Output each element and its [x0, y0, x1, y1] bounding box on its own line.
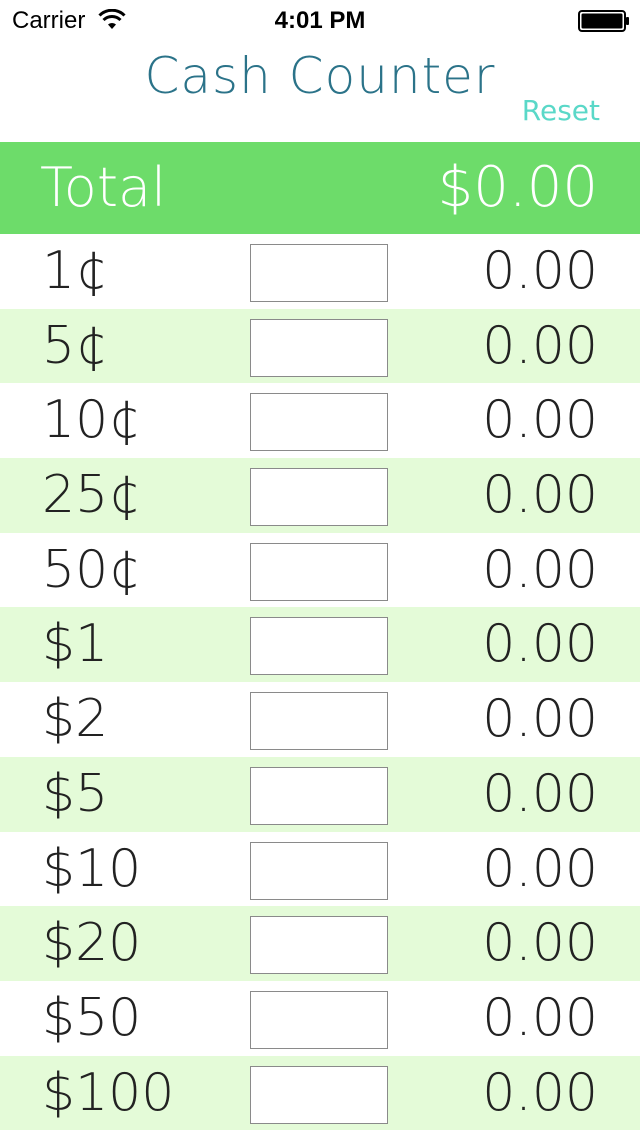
denomination-row: 1¢ 0.00 [0, 234, 640, 309]
row-subtotal: 0.00 [482, 390, 598, 451]
denomination-row: $10 0.00 [0, 831, 640, 907]
count-input[interactable] [250, 393, 388, 452]
count-input[interactable] [250, 318, 388, 377]
denomination-label: 10¢ [42, 390, 142, 451]
count-input[interactable] [250, 244, 388, 302]
reset-button[interactable]: Reset [521, 94, 600, 127]
denomination-label: 50¢ [42, 539, 142, 600]
denomination-row: $50 0.00 [0, 980, 640, 1056]
status-bar: Carrier 4:01 PM [0, 0, 640, 40]
carrier-label: Carrier [12, 7, 86, 34]
denomination-label: $10 [42, 838, 142, 899]
count-input[interactable] [250, 990, 388, 1049]
row-subtotal: 0.00 [482, 614, 598, 675]
denomination-label: 5¢ [42, 315, 109, 376]
page-title: Cash Counter [144, 47, 496, 105]
battery-icon [578, 10, 629, 32]
denomination-row: $5 0.00 [0, 756, 640, 832]
denomination-row: $20 0.00 [0, 906, 640, 981]
total-bar: Total $0.00 [0, 142, 640, 234]
denomination-row: 25¢ 0.00 [0, 458, 640, 533]
row-subtotal: 0.00 [482, 838, 598, 899]
status-time: 4:01 PM [274, 7, 366, 34]
count-input[interactable] [250, 617, 388, 676]
row-subtotal: 0.00 [482, 913, 598, 974]
total-amount: $0.00 [437, 155, 598, 220]
denomination-row: $100 0.00 [0, 1055, 640, 1131]
count-input[interactable] [250, 692, 388, 751]
denomination-row: $2 0.00 [0, 682, 640, 757]
row-subtotal: 0.00 [482, 315, 598, 376]
denomination-label: $1 [42, 614, 109, 675]
denomination-label: 1¢ [42, 241, 109, 301]
count-input[interactable] [250, 916, 388, 975]
count-input[interactable] [250, 468, 388, 527]
denomination-label: $100 [42, 1062, 175, 1123]
row-subtotal: 0.00 [482, 689, 598, 750]
row-subtotal: 0.00 [482, 763, 598, 824]
denomination-label: $2 [42, 689, 109, 750]
row-subtotal: 0.00 [482, 1062, 598, 1123]
row-subtotal: 0.00 [482, 465, 598, 526]
denomination-label: 25¢ [42, 465, 142, 526]
total-label: Total [40, 156, 167, 219]
denomination-row: 50¢ 0.00 [0, 532, 640, 608]
wifi-icon [98, 9, 126, 29]
denomination-row: $1 0.00 [0, 607, 640, 683]
count-input[interactable] [250, 542, 388, 601]
denomination-row: 5¢ 0.00 [0, 308, 640, 384]
count-input[interactable] [250, 841, 388, 900]
denomination-label: $20 [42, 913, 142, 974]
row-subtotal: 0.00 [482, 539, 598, 600]
count-input[interactable] [250, 1065, 388, 1124]
row-subtotal: 0.00 [482, 241, 598, 301]
count-input[interactable] [250, 766, 388, 825]
denomination-row: 10¢ 0.00 [0, 383, 640, 459]
denomination-label: $50 [42, 987, 142, 1048]
denomination-label: $5 [42, 763, 109, 824]
denomination-list: 1¢ 0.00 5¢ 0.00 10¢ 0.00 25¢ 0.00 50¢ 0.… [0, 234, 640, 1131]
row-subtotal: 0.00 [482, 987, 598, 1048]
